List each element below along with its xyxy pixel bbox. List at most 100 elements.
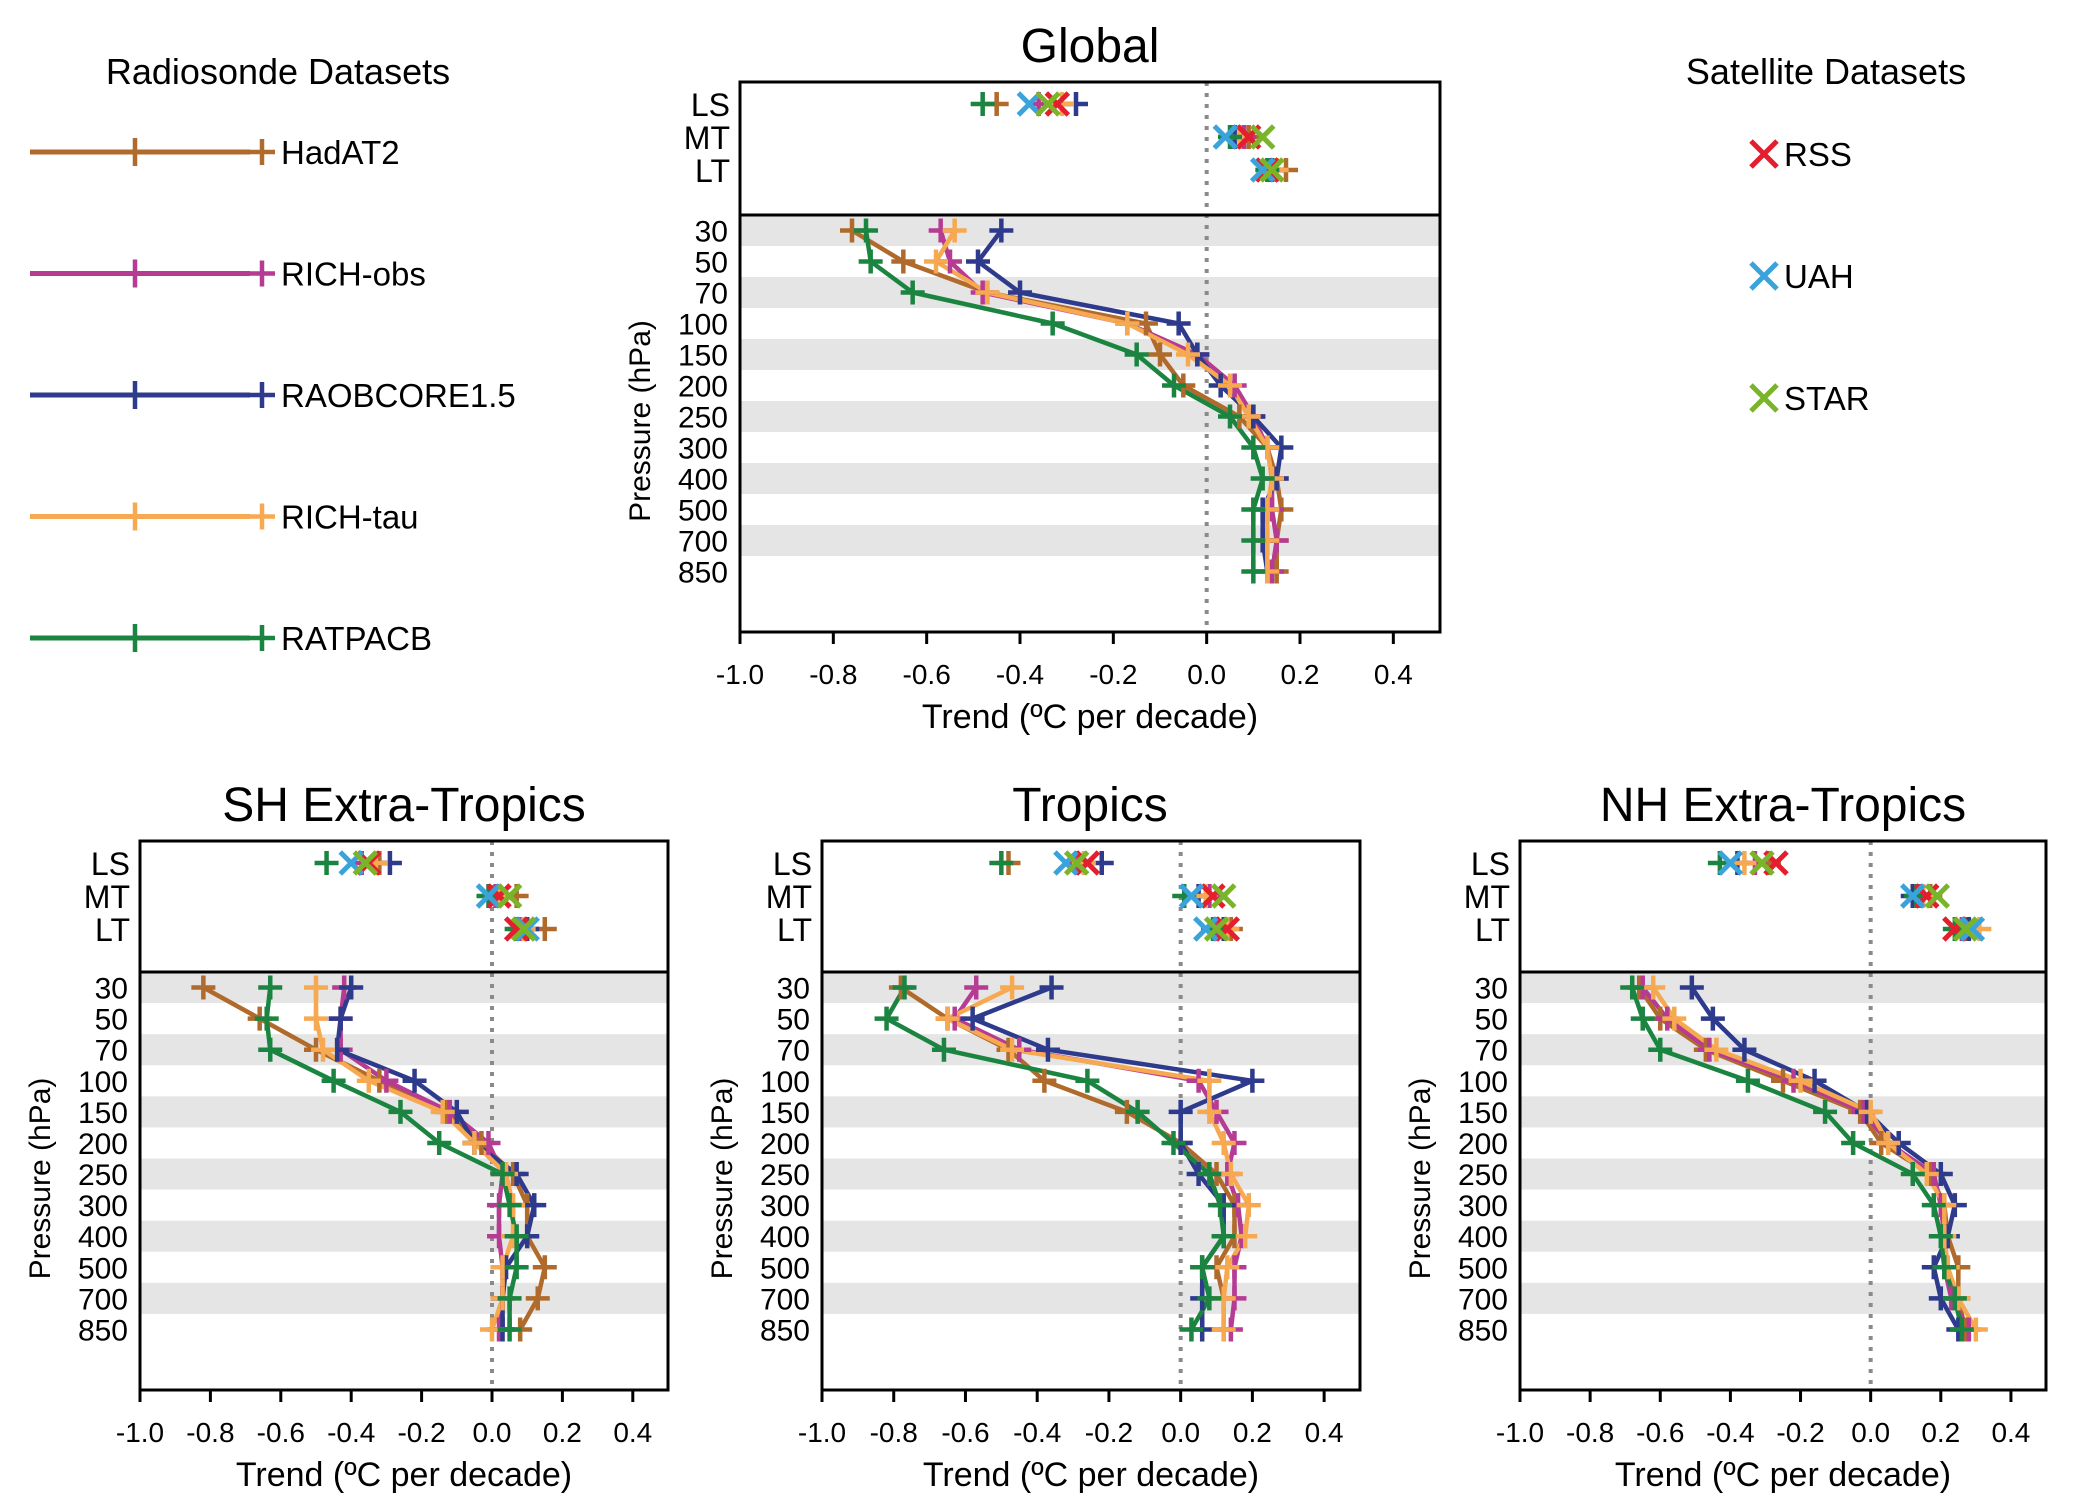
panel-sh-extra-tropics: -1.0 -0.8 -0.6 -0.4 -0.2 0.0 0.2 0.4 30507010015… <box>24 779 670 1494</box>
point-ratpacb-70-nh-extra-tropics <box>1648 1037 1673 1062</box>
point-ratpacb-150-nh-extra-tropics <box>1813 1099 1838 1124</box>
layer-point-uah-lt-tropics <box>1193 916 1219 942</box>
y-tick-label-nh-extra-tropics-700: 700 <box>1458 1283 1508 1316</box>
layer-point-star-mt-tropics <box>1210 883 1237 909</box>
point-rich-tau-70-tropics <box>1000 1037 1025 1062</box>
panel-title-nh-extra-tropics: NH Extra-Tropics <box>1600 779 1966 832</box>
band-tropics-150 <box>822 1096 1360 1128</box>
band-sh-extra-tropics-250 <box>140 1158 668 1190</box>
y-tick-label-sh-extra-tropics-250: 250 <box>78 1159 128 1192</box>
point-rich-tau-200-global <box>1218 373 1242 398</box>
point-rich-obs-30-tropics <box>964 975 989 1000</box>
point-ratpacb-850-sh-extra-tropics <box>497 1317 522 1342</box>
x-tick-label-nh-extra-tropics: 0.4 <box>1991 1417 2030 1448</box>
point-ratpacb-200-sh-extra-tropics <box>427 1130 452 1155</box>
point-raobcore1-5-100-tropics <box>1240 1068 1265 1093</box>
y-tick-label-tropics-500: 500 <box>760 1252 810 1285</box>
point-ratpacb-700-sh-extra-tropics <box>497 1286 522 1311</box>
y-tick-label-global-400: 400 <box>678 464 728 497</box>
layer-point-star-lt-global <box>1259 157 1285 183</box>
y-tick-label-tropics-70: 70 <box>777 1035 810 1068</box>
point-ratpacb-100-global <box>1040 311 1065 336</box>
point-hadat2-700-sh-extra-tropics <box>525 1286 550 1311</box>
layer-point-star-mt-global <box>1249 124 1276 150</box>
point-raobcore1-5-300-sh-extra-tropics <box>522 1193 547 1218</box>
x-tick-label-nh-extra-tropics: -1.0 <box>1496 1417 1544 1448</box>
x-tick-label-nh-extra-tropics: -0.4 <box>1706 1417 1754 1448</box>
y-tick-label-nh-extra-tropics-400: 400 <box>1458 1221 1508 1254</box>
legend-tick-rich-obs <box>121 259 149 288</box>
profile-frame-sh-extra-tropics <box>138 970 670 1392</box>
x-tick-label-sh-extra-tropics: -0.8 <box>186 1417 234 1448</box>
point-raobcore1-5-50-global <box>966 249 990 274</box>
layer-point-uah-mt-sh-extra-tropics <box>475 883 502 909</box>
y-tick-label-tropics-400: 400 <box>760 1221 810 1254</box>
y-tick-label-sh-extra-tropics-50: 50 <box>95 1004 128 1037</box>
point-rich-tau-70-sh-extra-tropics <box>311 1037 336 1062</box>
point-raobcore1-5-100-sh-extra-tropics <box>402 1068 427 1093</box>
panel-nh-extra-tropics: -1.0 -0.8 -0.6 -0.4 -0.2 0.0 0.2 0.4 30507010015… <box>1404 779 2048 1494</box>
x-axis-label-global: Trend (ºC per decade) <box>922 698 1258 736</box>
y-tick-label-sh-extra-tropics-400: 400 <box>78 1221 128 1254</box>
layer-point-rss-mt-sh-extra-tropics <box>486 883 512 909</box>
legend-label-rss: RSS <box>1784 136 1852 173</box>
y-axis-label-tropics: Pressure (hPa) <box>706 1078 739 1280</box>
point-ratpacb-100-tropics <box>1075 1068 1100 1093</box>
y-tick-label-global-150: 150 <box>678 340 728 373</box>
layer-frame-nh-extra-tropics <box>1518 839 2048 974</box>
band-global-150 <box>740 339 1440 370</box>
y-tick-label-tropics-850: 850 <box>760 1314 810 1347</box>
layer-point-star-ls-sh-extra-tropics <box>352 850 379 876</box>
layer-point-uah-lt-nh-extra-tropics <box>1959 916 1986 942</box>
legend-marker-rich-tau <box>249 503 275 530</box>
point-rich-tau-100-tropics <box>1197 1068 1222 1093</box>
y-tick-label-global-30: 30 <box>695 216 728 249</box>
x-tick-label-sh-extra-tropics: 0.0 <box>473 1417 512 1448</box>
layer-label-nh-extra-tropics-mt: MT <box>1464 879 1510 915</box>
layer-point-rss-ls-tropics <box>1074 850 1101 876</box>
point-ratpacb-50-sh-extra-tropics <box>254 1006 279 1031</box>
x-tick-label-nh-extra-tropics: -0.2 <box>1776 1417 1824 1448</box>
y-axis-label-nh-extra-tropics: Pressure (hPa) <box>1404 1078 1437 1280</box>
point-raobcore1-5-100-global <box>1166 311 1191 336</box>
layer-point-star-mt-sh-extra-tropics <box>496 883 523 909</box>
x-tick-label-tropics: -0.4 <box>1013 1417 1061 1448</box>
point-ratpacb-400-nh-extra-tropics <box>1928 1224 1953 1249</box>
point-ratpacb-150-tropics <box>1125 1099 1150 1124</box>
point-ratpacb-70-sh-extra-tropics <box>258 1037 283 1062</box>
x-tick-label-nh-extra-tropics: 0.2 <box>1921 1417 1960 1448</box>
panel-tropics: -1.0 -0.8 -0.6 -0.4 -0.2 0.0 0.2 0.4 30507010015… <box>706 779 1362 1494</box>
y-tick-label-nh-extra-tropics-100: 100 <box>1458 1066 1508 1099</box>
y-tick-label-sh-extra-tropics-150: 150 <box>78 1097 128 1130</box>
point-rich-tau-500-tropics <box>1215 1255 1240 1280</box>
legend-marker-ratpacb <box>249 625 275 651</box>
band-tropics-250 <box>822 1158 1360 1190</box>
point-ratpacb-300-nh-extra-tropics <box>1921 1193 1946 1218</box>
y-tick-label-tropics-30: 30 <box>777 973 810 1006</box>
point-ratpacb-300-global <box>1241 435 1266 460</box>
y-tick-label-tropics-50: 50 <box>777 1004 810 1037</box>
point-ratpacb-150-global <box>1124 342 1149 367</box>
y-tick-label-tropics-150: 150 <box>760 1097 810 1130</box>
point-ratpacb-30-nh-extra-tropics <box>1620 975 1645 1000</box>
x-tick-label-tropics: -0.6 <box>941 1417 989 1448</box>
legend-label-hadat2: HadAT2 <box>281 134 400 171</box>
y-tick-label-sh-extra-tropics-30: 30 <box>95 973 128 1006</box>
y-tick-label-global-70: 70 <box>695 278 728 311</box>
point-ratpacb-850-nh-extra-tropics <box>1949 1317 1974 1342</box>
y-tick-label-nh-extra-tropics-300: 300 <box>1458 1190 1508 1223</box>
point-rich-tau-50-sh-extra-tropics <box>304 1006 328 1031</box>
layer-point-rss-mt-tropics <box>1200 883 1226 909</box>
point-rich-tau-200-sh-extra-tropics <box>462 1130 487 1155</box>
point-raobcore1-5-50-tropics <box>960 1006 985 1031</box>
y-tick-label-nh-extra-tropics-250: 250 <box>1458 1159 1508 1192</box>
y-tick-label-nh-extra-tropics-50: 50 <box>1475 1004 1508 1037</box>
point-rich-tau-150-global <box>1176 342 1200 367</box>
layer-label-tropics-lt: LT <box>777 912 812 948</box>
x-tick-label-sh-extra-tropics: -0.4 <box>327 1417 375 1448</box>
point-ratpacb-70-tropics <box>931 1037 956 1062</box>
point-ratpacb-200-nh-extra-tropics <box>1841 1130 1866 1155</box>
point-rich-tau-200-tropics <box>1211 1130 1236 1155</box>
x-tick-label-global: 0.4 <box>1374 659 1413 690</box>
